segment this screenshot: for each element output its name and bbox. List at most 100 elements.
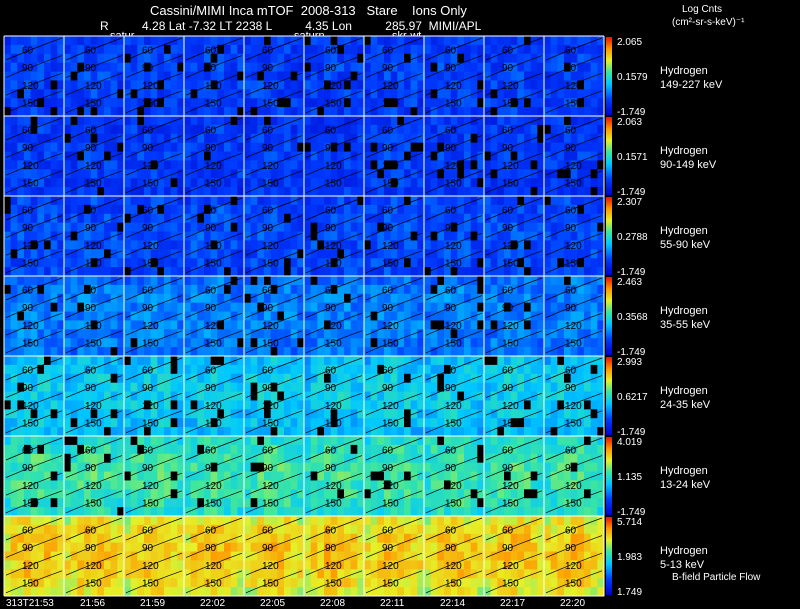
contour-label: 90 (565, 143, 577, 154)
contour-label: 60 (262, 286, 274, 297)
contour-label: 90 (445, 223, 457, 234)
contour-label: 90 (445, 303, 457, 314)
image-panel: 60 90 120 150 (484, 116, 545, 197)
contour-label: 90 (502, 303, 514, 314)
contour-label: 120 (205, 481, 222, 492)
contour-label: 90 (565, 303, 577, 314)
image-panel: 60 90 120 150 (364, 196, 425, 277)
image-panel: 60 90 120 150 (124, 116, 185, 197)
contour-label: 90 (325, 223, 337, 234)
colorbar-mid-label: 0.1579 (617, 72, 648, 83)
contour-label: 150 (262, 498, 279, 509)
image-panel: 60 90 120 150 (184, 276, 245, 357)
image-panel: 60 90 120 150 (64, 116, 125, 197)
contour-label: 150 (382, 98, 399, 109)
image-panel: 60 90 120 150 (244, 276, 305, 357)
row-energy-label: 90-149 keV (660, 159, 717, 171)
contour-label: 150 (502, 258, 519, 269)
contour-label: 90 (382, 463, 394, 474)
image-panel: 60 90 120 150 (304, 196, 365, 277)
contour-label: 90 (325, 383, 337, 394)
contour-label: 150 (142, 418, 159, 429)
image-panel: 60 90 120 150 (124, 276, 185, 357)
image-panel: 60 90 120 150 (124, 436, 185, 517)
units-formula: (cm²-sr-s-keV)⁻¹ (672, 17, 745, 28)
contour-label: 60 (85, 286, 97, 297)
contour-label: 60 (502, 526, 514, 537)
colorbar: 2.993 0.6217 -1.749 (606, 357, 648, 438)
image-panel: 60 90 120 150 (364, 116, 425, 197)
contour-label: 90 (382, 143, 394, 154)
contour-label: 90 (502, 143, 514, 154)
contour-label: 150 (445, 98, 462, 109)
contour-label: 90 (142, 63, 154, 74)
contour-label: 120 (445, 161, 462, 172)
image-panel: 60 90 120 150 (244, 436, 305, 517)
contour-label: 120 (325, 241, 342, 252)
contour-label: 90 (262, 383, 274, 394)
contour-label: 60 (142, 206, 154, 217)
contour-label: 60 (262, 366, 274, 377)
contour-label: 120 (22, 321, 39, 332)
colorbar-min-label: -1.749 (617, 347, 646, 358)
colorbar-mid-label: 1.135 (617, 472, 642, 483)
contour-label: 150 (262, 338, 279, 349)
contour-label: 120 (445, 401, 462, 412)
contour-label: 60 (565, 446, 577, 457)
footnote: B-field Particle Flow (672, 572, 761, 583)
image-panel: 60 90 120 150 (364, 276, 425, 357)
colorbar-max-label: 2.063 (617, 117, 642, 128)
image-panel: 60 90 120 150 (544, 516, 605, 597)
contour-label: 120 (382, 241, 399, 252)
image-panel: 60 90 120 150 (364, 36, 425, 117)
units-label: Log Cnts (682, 4, 723, 15)
contour-label: 90 (325, 463, 337, 474)
contour-label: 90 (262, 223, 274, 234)
contour-label: 90 (22, 223, 34, 234)
contour-label: 150 (142, 338, 159, 349)
contour-label: 120 (565, 161, 582, 172)
contour-label: 90 (22, 143, 34, 154)
row-species-label: Hydrogen (660, 545, 708, 557)
image-panel: 60 90 120 150 (244, 36, 305, 117)
image-panel: 60 90 120 150 (304, 436, 365, 517)
colorbar-max-label: 4.019 (617, 437, 642, 448)
contour-label: 60 (565, 366, 577, 377)
time-tick-label: 22:11 (380, 598, 405, 609)
contour-label: 120 (382, 161, 399, 172)
contour-label: 90 (85, 543, 97, 554)
contour-label: 120 (565, 81, 582, 92)
contour-label: 120 (445, 481, 462, 492)
image-panel: 60 90 120 150 (4, 196, 65, 277)
contour-label: 60 (262, 46, 274, 57)
contour-label: 120 (445, 241, 462, 252)
contour-label: 120 (85, 81, 102, 92)
contour-label: 90 (205, 303, 217, 314)
image-panel: 60 90 120 150 (64, 436, 125, 517)
time-tick-label: 21:59 (140, 598, 165, 609)
contour-label: 60 (502, 46, 514, 57)
contour-label: 120 (262, 561, 279, 572)
contour-label: 120 (85, 161, 102, 172)
contour-label: 60 (445, 206, 457, 217)
time-tick-label: 22:14 (440, 598, 465, 609)
contour-label: 150 (445, 418, 462, 429)
contour-label: 60 (325, 446, 337, 457)
image-panel: 60 90 120 150 (124, 196, 185, 277)
contour-label: 60 (502, 446, 514, 457)
contour-label: 120 (262, 161, 279, 172)
contour-label: 120 (445, 81, 462, 92)
contour-label: 120 (262, 81, 279, 92)
contour-label: 120 (85, 481, 102, 492)
contour-label: 150 (502, 338, 519, 349)
image-panel: 60 90 120 150 (64, 276, 125, 357)
contour-label: 60 (85, 206, 97, 217)
image-panel: 60 90 120 150 (184, 516, 245, 597)
image-panel: 60 90 120 150 (364, 356, 425, 437)
contour-label: 150 (565, 578, 582, 589)
contour-label: 90 (445, 383, 457, 394)
contour-label: 120 (565, 481, 582, 492)
colorbar-max-label: 2.463 (617, 277, 642, 288)
contour-label: 120 (22, 401, 39, 412)
contour-label: 150 (502, 98, 519, 109)
